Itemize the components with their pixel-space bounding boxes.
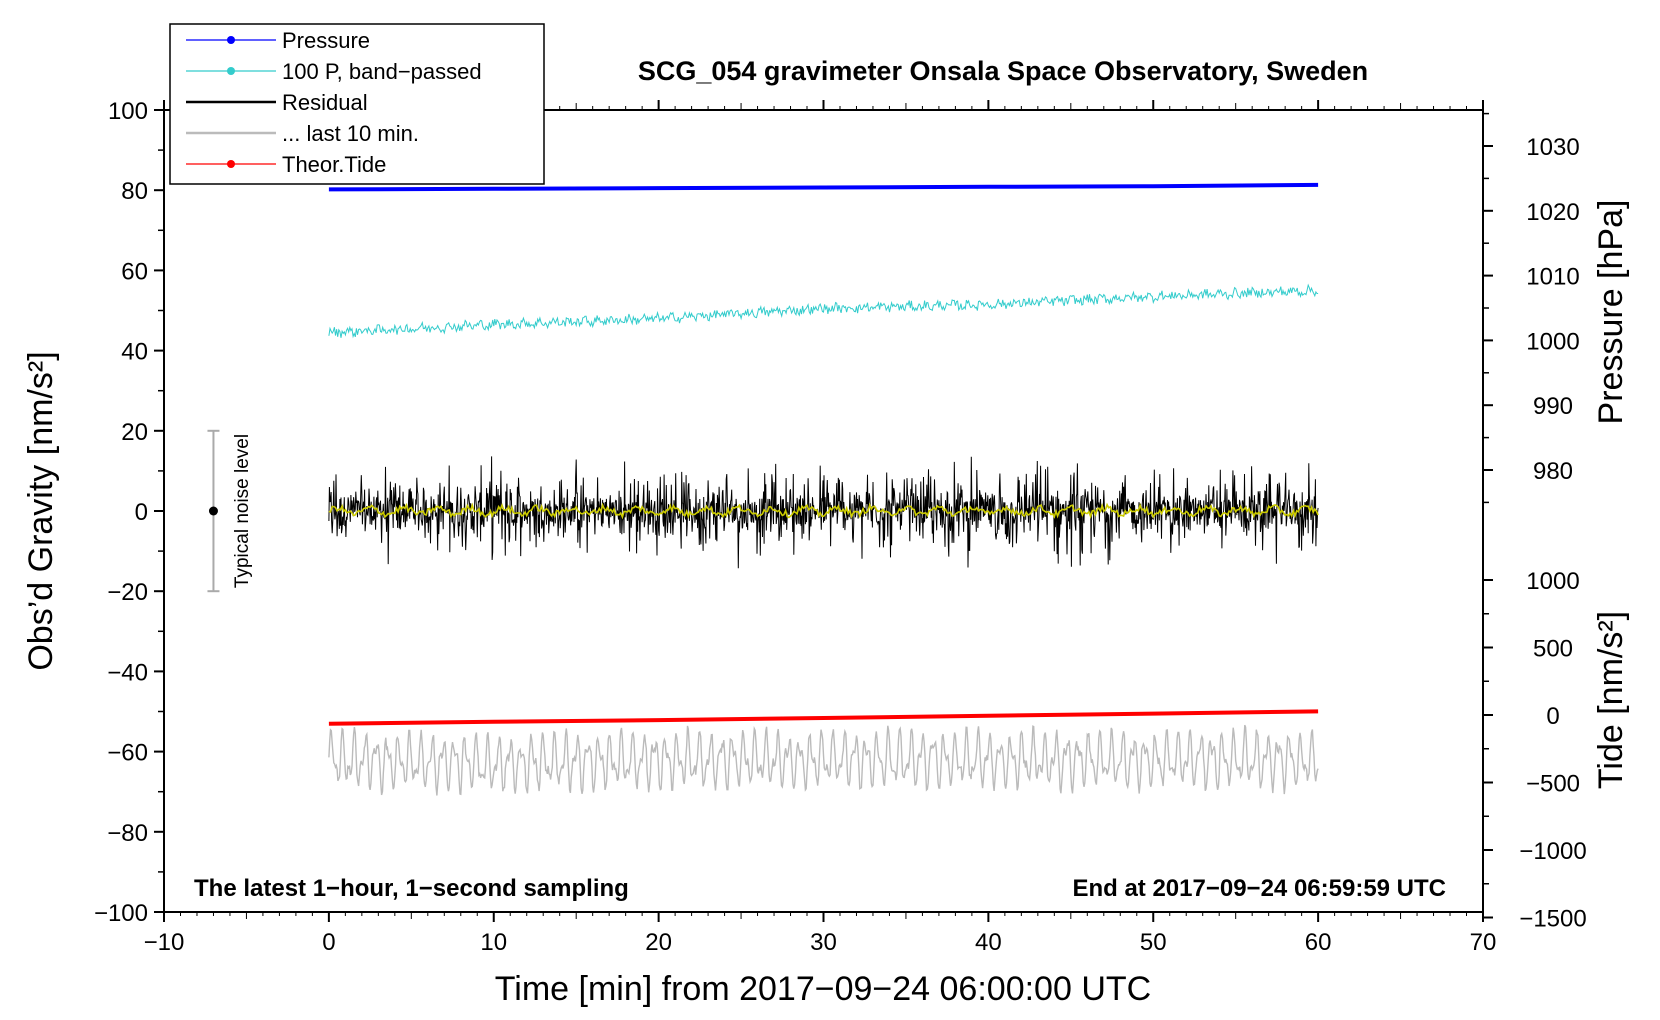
legend-swatch-marker	[227, 67, 235, 75]
pressure-tick-label: 1030	[1526, 134, 1579, 161]
y-axis-tide: 1000 500 0 −500 −1000 −1500	[1483, 568, 1587, 933]
y-axis-tide-title: Tide [nm/s²]	[1592, 611, 1630, 789]
x-tick-label: 60	[1305, 929, 1332, 956]
y-tick-label: −20	[107, 579, 148, 606]
noise-level-bar	[207, 429, 220, 593]
legend-label: Residual	[282, 90, 368, 115]
tide-tick-label: 1000	[1526, 568, 1579, 595]
tide-tick-label: −500	[1526, 771, 1580, 798]
y-axis-left-title: Obs’d Gravity [nm/s²]	[22, 351, 60, 670]
noise-bar-center-dot	[208, 506, 218, 516]
series-last-10-min-line	[328, 724, 1319, 796]
tide-tick-label: 0	[1546, 703, 1559, 730]
series-bandpassed-pressure-line	[328, 283, 1319, 339]
x-axis-title: Time [min] from 2017−09−24 06:00:00 UTC	[495, 970, 1151, 1008]
series-pressure-line	[328, 182, 1319, 192]
legend: Pressure 100 P, band−passed Residual ... la…	[169, 23, 545, 185]
legend-swatch-marker	[227, 36, 235, 44]
y-tick-label: 80	[121, 178, 148, 205]
x-tick-label: 10	[480, 929, 507, 956]
pressure-tick-label: 1020	[1526, 199, 1579, 226]
x-tick-label: 40	[975, 929, 1002, 956]
legend-swatch-marker	[227, 160, 235, 168]
x-tick-label: −10	[144, 929, 185, 956]
pressure-tick-label: 990	[1533, 393, 1573, 420]
legend-label: Theor.Tide	[282, 152, 386, 177]
y-tick-label: −60	[107, 740, 148, 767]
legend-label: ... last 10 min.	[282, 121, 419, 146]
y-axis-left: −100 −80 −60 −40 −20 0 20 40 60 80 100	[94, 98, 164, 927]
x-axis: −10 0 10 20 30 40 50 60 70	[144, 100, 1497, 956]
series-smoothed-residual-line	[328, 502, 1319, 520]
y-tick-label: 60	[121, 258, 148, 285]
y-tick-label: 100	[108, 98, 148, 125]
noise-level-label: Typical noise level	[232, 434, 253, 588]
y-axis-pressure: 980 990 1000 1010 1020 1030	[1483, 112, 1580, 504]
x-tick-label: 0	[322, 929, 335, 956]
y-tick-label: −100	[94, 900, 148, 927]
y-axis-pressure-title: Pressure [hPa]	[1592, 200, 1630, 425]
y-tick-label: 0	[135, 499, 148, 526]
tide-tick-label: 500	[1533, 636, 1573, 663]
x-tick-label: 50	[1140, 929, 1167, 956]
x-tick-label: 20	[645, 929, 672, 956]
note-sampling: The latest 1−hour, 1−second sampling	[194, 875, 629, 902]
legend-box	[169, 23, 545, 185]
plot-series	[328, 182, 1319, 796]
tide-tick-label: −1000	[1519, 838, 1586, 865]
legend-label: Pressure	[282, 28, 370, 53]
y-tick-label: 20	[121, 419, 148, 446]
series-residual-line	[328, 456, 1319, 569]
x-tick-label: 70	[1470, 929, 1497, 956]
pressure-tick-label: 980	[1533, 458, 1573, 485]
x-tick-label: 30	[810, 929, 837, 956]
y-tick-label: −40	[107, 659, 148, 686]
series-theor-tide-line	[328, 709, 1319, 726]
legend-label: 100 P, band−passed	[282, 59, 482, 84]
y-tick-label: −80	[107, 820, 148, 847]
note-end-time: End at 2017−09−24 06:59:59 UTC	[1072, 875, 1446, 902]
tide-tick-label: −1500	[1519, 906, 1586, 933]
pressure-tick-label: 1000	[1526, 328, 1579, 355]
y-tick-label: 40	[121, 339, 148, 366]
chart-title: SCG_054 gravimeter Onsala Space Observat…	[638, 56, 1368, 86]
pressure-tick-label: 1010	[1526, 264, 1579, 291]
